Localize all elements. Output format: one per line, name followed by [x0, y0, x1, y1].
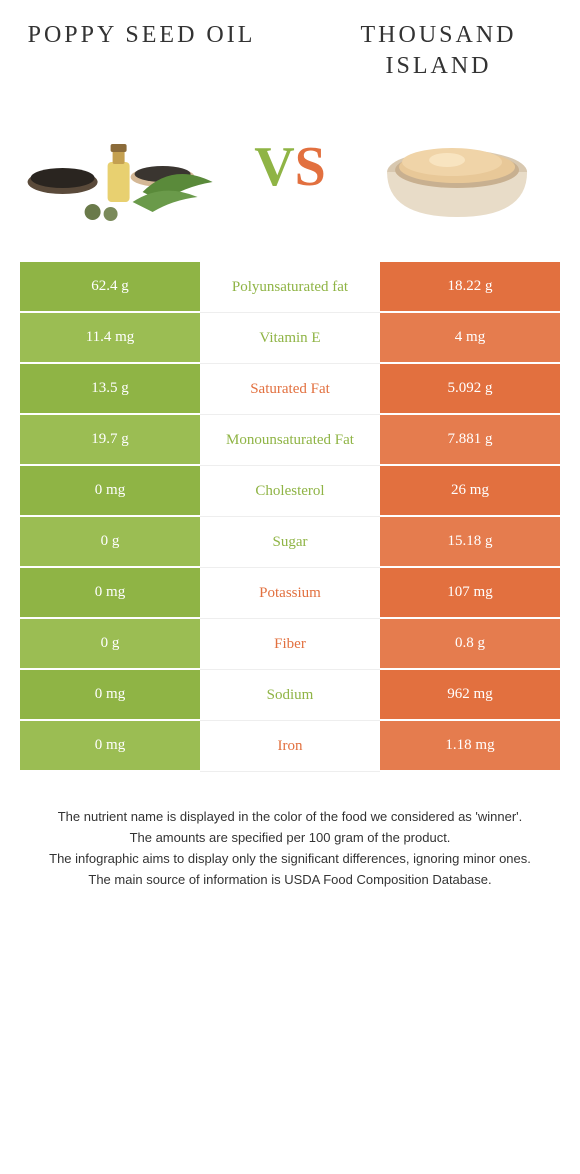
left-value: 0 mg	[20, 568, 200, 619]
image-row: VS	[20, 102, 560, 232]
left-food-image	[20, 112, 225, 222]
left-value: 19.7 g	[20, 415, 200, 466]
right-value: 18.22 g	[380, 262, 560, 313]
left-value: 11.4 mg	[20, 313, 200, 364]
left-value: 0 g	[20, 517, 200, 568]
table-row: 0 mgPotassium107 mg	[20, 568, 560, 619]
right-food-title: THOUSAND ISLAND	[317, 20, 560, 82]
nutrient-label: Cholesterol	[200, 466, 380, 517]
left-value: 0 mg	[20, 670, 200, 721]
footer-notes: The nutrient name is displayed in the co…	[20, 807, 560, 890]
right-food-image	[355, 112, 560, 222]
right-value: 107 mg	[380, 568, 560, 619]
poppy-seed-oil-icon	[20, 112, 225, 222]
nutrient-label: Iron	[200, 721, 380, 772]
table-row: 62.4 gPolyunsaturated fat18.22 g	[20, 262, 560, 313]
right-value: 1.18 mg	[380, 721, 560, 772]
right-value: 26 mg	[380, 466, 560, 517]
footer-line: The nutrient name is displayed in the co…	[20, 807, 560, 828]
nutrient-label: Saturated Fat	[200, 364, 380, 415]
nutrient-table: 62.4 gPolyunsaturated fat18.22 g11.4 mgV…	[20, 262, 560, 772]
nutrient-label: Fiber	[200, 619, 380, 670]
table-row: 11.4 mgVitamin E4 mg	[20, 313, 560, 364]
thousand-island-bowl-icon	[375, 112, 539, 222]
right-value: 5.092 g	[380, 364, 560, 415]
table-row: 13.5 gSaturated Fat5.092 g	[20, 364, 560, 415]
left-value: 0 mg	[20, 466, 200, 517]
footer-line: The amounts are specified per 100 gram o…	[20, 828, 560, 849]
left-value: 62.4 g	[20, 262, 200, 313]
table-row: 0 gSugar15.18 g	[20, 517, 560, 568]
infographic-container: POPPY SEED OIL THOUSAND ISLAND VS	[0, 0, 580, 911]
right-value: 7.881 g	[380, 415, 560, 466]
right-value: 962 mg	[380, 670, 560, 721]
left-value: 0 mg	[20, 721, 200, 772]
footer-line: The main source of information is USDA F…	[20, 870, 560, 891]
table-row: 0 gFiber0.8 g	[20, 619, 560, 670]
table-row: 0 mgIron1.18 mg	[20, 721, 560, 772]
table-row: 0 mgSodium962 mg	[20, 670, 560, 721]
left-value: 0 g	[20, 619, 200, 670]
nutrient-label: Sodium	[200, 670, 380, 721]
nutrient-label: Potassium	[200, 568, 380, 619]
right-value: 4 mg	[380, 313, 560, 364]
table-row: 0 mgCholesterol26 mg	[20, 466, 560, 517]
header: POPPY SEED OIL THOUSAND ISLAND	[20, 20, 560, 82]
nutrient-label: Monounsaturated Fat	[200, 415, 380, 466]
nutrient-label: Sugar	[200, 517, 380, 568]
nutrient-label: Vitamin E	[200, 313, 380, 364]
vs-label: VS	[254, 135, 326, 199]
nutrient-label: Polyunsaturated fat	[200, 262, 380, 313]
footer-line: The infographic aims to display only the…	[20, 849, 560, 870]
table-row: 19.7 gMonounsaturated Fat7.881 g	[20, 415, 560, 466]
left-food-title: POPPY SEED OIL	[20, 20, 263, 51]
right-value: 0.8 g	[380, 619, 560, 670]
left-value: 13.5 g	[20, 364, 200, 415]
right-value: 15.18 g	[380, 517, 560, 568]
